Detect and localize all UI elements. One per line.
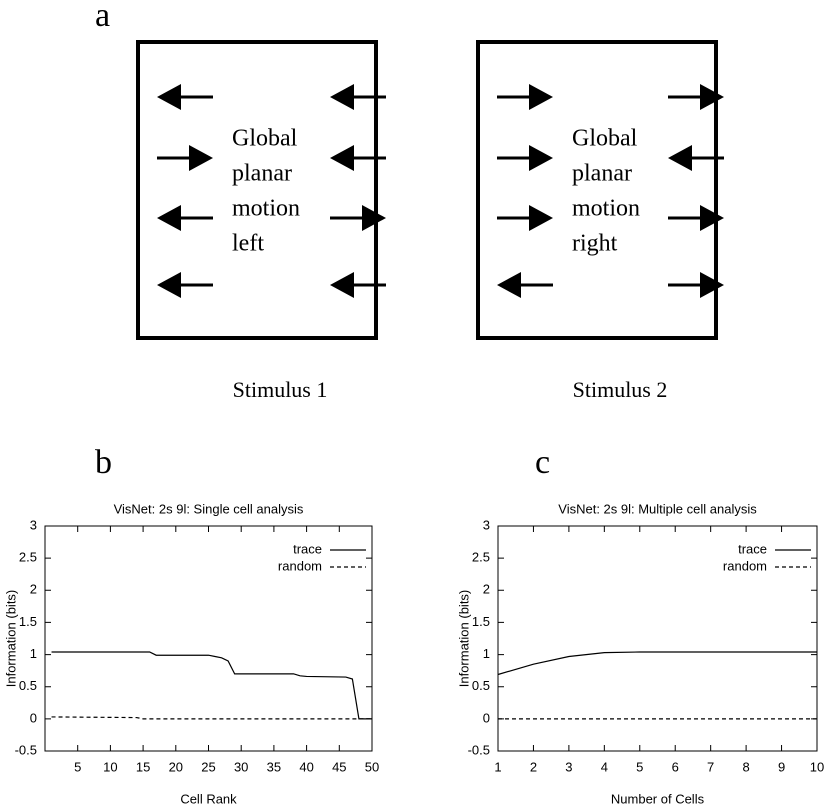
stimulus-text: left <box>232 231 264 257</box>
y-tick-label: -0.5 <box>15 742 37 757</box>
y-tick-label: 3 <box>30 517 37 532</box>
y-tick-label: 1 <box>30 646 37 661</box>
y-tick-label: 2.5 <box>472 550 490 565</box>
legend-label: random <box>723 558 767 573</box>
stimulus-box <box>136 40 378 340</box>
x-tick-label: 8 <box>742 759 749 774</box>
arrow <box>668 272 724 298</box>
arrow <box>497 205 553 231</box>
chart-title: VisNet: 2s 9l: Multiple cell analysis <box>558 501 757 516</box>
x-tick-label: 30 <box>234 759 248 774</box>
y-axis-label: Information (bits) <box>456 590 471 688</box>
x-axis-label: Number of Cells <box>611 791 705 806</box>
arrow <box>330 145 386 171</box>
panel-label: b <box>95 444 112 481</box>
stimulus-caption: Stimulus 1 <box>233 377 328 402</box>
plot-frame <box>44 525 373 752</box>
x-tick-label: 10 <box>103 759 117 774</box>
arrow <box>157 84 213 110</box>
x-tick-label: 7 <box>707 759 714 774</box>
series-line <box>51 651 372 720</box>
legend-label: random <box>278 558 322 573</box>
stimulus-box <box>476 40 718 340</box>
arrow <box>497 272 553 298</box>
chart-title: VisNet: 2s 9l: Single cell analysis <box>114 501 304 516</box>
y-tick-label: 1.5 <box>472 614 490 629</box>
stimulus-text: planar <box>232 161 292 187</box>
x-tick-label: 2 <box>530 759 537 774</box>
x-tick-label: 6 <box>672 759 679 774</box>
arrow <box>157 272 213 298</box>
y-tick-label: 0 <box>30 710 37 725</box>
arrow <box>497 145 553 171</box>
legend-label: trace <box>293 541 322 556</box>
y-tick-label: 0.5 <box>472 678 490 693</box>
y-tick-label: 2 <box>483 582 490 597</box>
stimulus-caption: Stimulus 2 <box>573 377 668 402</box>
panel-label: a <box>95 0 110 34</box>
x-tick-label: 50 <box>365 759 379 774</box>
series-line <box>51 716 372 720</box>
y-axis-label: Information (bits) <box>3 590 18 688</box>
x-tick-label: 25 <box>201 759 215 774</box>
y-tick-label: 3 <box>483 517 490 532</box>
x-tick-label: 45 <box>332 759 346 774</box>
y-tick-label: 2 <box>30 582 37 597</box>
arrow <box>330 272 386 298</box>
legend-label: trace <box>738 541 767 556</box>
y-tick-label: 2.5 <box>19 550 37 565</box>
arrow <box>497 84 553 110</box>
stimulus-text: motion <box>572 196 640 222</box>
y-tick-label: 0 <box>483 710 490 725</box>
x-tick-label: 5 <box>74 759 81 774</box>
x-tick-label: 35 <box>267 759 281 774</box>
x-tick-label: 20 <box>169 759 183 774</box>
stimulus-text: right <box>572 231 618 257</box>
arrow <box>157 145 213 171</box>
x-tick-label: 5 <box>636 759 643 774</box>
x-axis-label: Cell Rank <box>180 791 237 806</box>
y-tick-label: 1.5 <box>19 614 37 629</box>
x-tick-label: 1 <box>494 759 501 774</box>
stimulus-text: planar <box>572 161 632 187</box>
y-tick-label: 1 <box>483 646 490 661</box>
y-tick-label: -0.5 <box>468 742 490 757</box>
arrow <box>330 205 386 231</box>
x-tick-label: 3 <box>565 759 572 774</box>
arrow <box>668 145 724 171</box>
x-tick-label: 4 <box>601 759 608 774</box>
series-line <box>497 651 817 676</box>
arrow <box>668 84 724 110</box>
x-tick-label: 40 <box>299 759 313 774</box>
x-tick-label: 15 <box>136 759 150 774</box>
stimulus-text: Global <box>232 126 298 152</box>
arrow <box>157 205 213 231</box>
arrow <box>668 205 724 231</box>
y-tick-label: 0.5 <box>19 678 37 693</box>
panel-label: c <box>535 444 550 481</box>
x-tick-label: 9 <box>778 759 785 774</box>
x-tick-label: 10 <box>810 759 824 774</box>
arrow <box>330 84 386 110</box>
stimulus-text: Global <box>572 126 638 152</box>
plot-frame <box>497 525 818 752</box>
stimulus-text: motion <box>232 196 300 222</box>
